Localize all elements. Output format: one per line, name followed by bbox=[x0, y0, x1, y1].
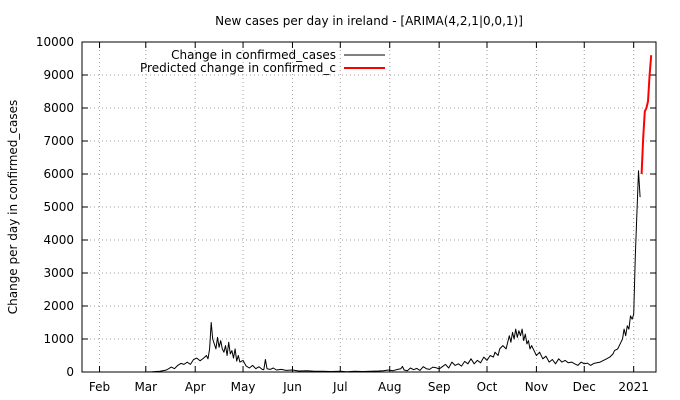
y-tick-label: 9000 bbox=[43, 68, 74, 82]
x-tick-label: Jul bbox=[332, 380, 347, 394]
legend: Change in confirmed_cases Predicted chan… bbox=[140, 48, 385, 75]
series-line-predicted bbox=[640, 55, 653, 175]
y-tick-label: 8000 bbox=[43, 101, 74, 115]
y-tick-label: 2000 bbox=[43, 299, 74, 313]
y-tick-label: 3000 bbox=[43, 266, 74, 280]
x-tick-label: Apr bbox=[185, 380, 206, 394]
y-tick-label: 0 bbox=[66, 365, 74, 379]
x-tick-label: Dec bbox=[573, 380, 596, 394]
legend-label-predicted: Predicted change in confirmed_c bbox=[140, 61, 336, 75]
x-tick-label: 2021 bbox=[618, 380, 649, 394]
x-tick-label: Nov bbox=[525, 380, 548, 394]
y-tick-label: 5000 bbox=[43, 200, 74, 214]
x-tick-label: Aug bbox=[378, 380, 401, 394]
y-tick-label: 6000 bbox=[43, 167, 74, 181]
y-tick-label: 7000 bbox=[43, 134, 74, 148]
x-tick-label: Feb bbox=[89, 380, 110, 394]
chart-title: New cases per day in ireland - [ARIMA(4,… bbox=[215, 14, 523, 28]
y-axis-label: Change per day in confirmed_cases bbox=[6, 100, 20, 315]
plot-frame bbox=[81, 41, 657, 373]
y-tick-label: 10000 bbox=[36, 35, 74, 49]
y-tick-label: 4000 bbox=[43, 233, 74, 247]
x-tick-label: Oct bbox=[477, 380, 498, 394]
x-tick-label: Sep bbox=[428, 380, 451, 394]
x-tick-label: Jun bbox=[282, 380, 302, 394]
axes: 0 1000 2000 3000 4000 5000 6000 7000 8000 9000 100… bbox=[36, 35, 656, 394]
y-tick-label: 1000 bbox=[43, 332, 74, 346]
x-tick-label: May bbox=[231, 380, 256, 394]
grid bbox=[82, 42, 656, 372]
x-tick-label: Mar bbox=[134, 380, 157, 394]
series-line-observed bbox=[144, 170, 641, 373]
legend-label-observed: Change in confirmed_cases bbox=[171, 48, 336, 62]
series-lines bbox=[144, 55, 653, 373]
